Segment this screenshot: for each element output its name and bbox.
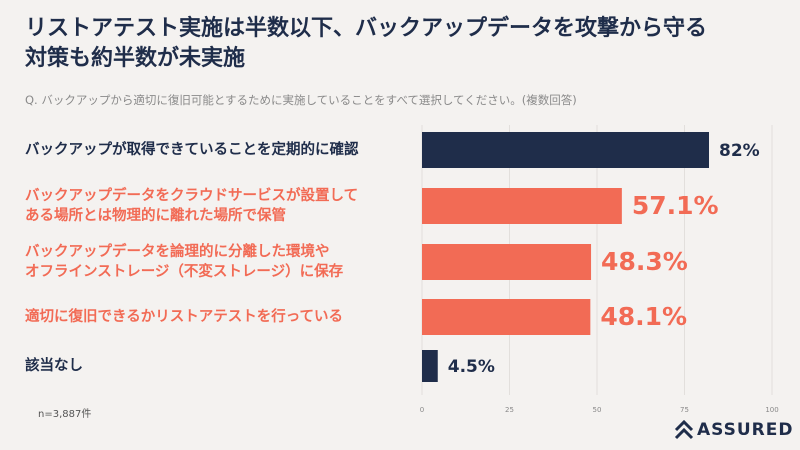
logo: ASSURED xyxy=(697,420,794,440)
category-label: バックアップデータを論理的に分離した環境や オフラインストレージ（不変ストレージ… xyxy=(25,244,344,280)
bar xyxy=(422,132,709,168)
category-label: 該当なし xyxy=(25,358,83,374)
value-label: 82% xyxy=(719,141,760,161)
value-label: 48.1% xyxy=(600,302,687,331)
value-label: 57.1% xyxy=(632,191,719,220)
bar xyxy=(422,350,438,382)
x-tick-label: 100 xyxy=(765,406,778,414)
subtitle: Q. バックアップから適切に復旧可能とするために実施していることをすべて選択して… xyxy=(25,93,577,107)
note: n=3,887件 xyxy=(38,409,92,420)
bar xyxy=(422,244,592,280)
x-tick-label: 75 xyxy=(680,406,689,414)
category-label: バックアップが取得できていることを定期的に確認 xyxy=(25,142,359,158)
value-label: 4.5% xyxy=(448,357,495,377)
logo-icon xyxy=(674,419,694,440)
x-tick-label: 0 xyxy=(420,406,424,414)
bar xyxy=(422,299,591,335)
x-tick-label: 50 xyxy=(593,406,602,414)
chart-title: リストアテスト実施は半数以下、バックアップデータを攻撃から守る 対策も約半数が未… xyxy=(25,16,708,71)
category-label: バックアップデータをクラウドサービスが設置して ある場所とは物理的に離れた場所で… xyxy=(25,188,359,224)
bar xyxy=(422,188,622,224)
value-label: 48.3% xyxy=(601,247,688,276)
x-tick-label: 25 xyxy=(505,406,514,414)
category-label: 適切に復旧できるかリストアテストを行っている xyxy=(25,309,343,325)
